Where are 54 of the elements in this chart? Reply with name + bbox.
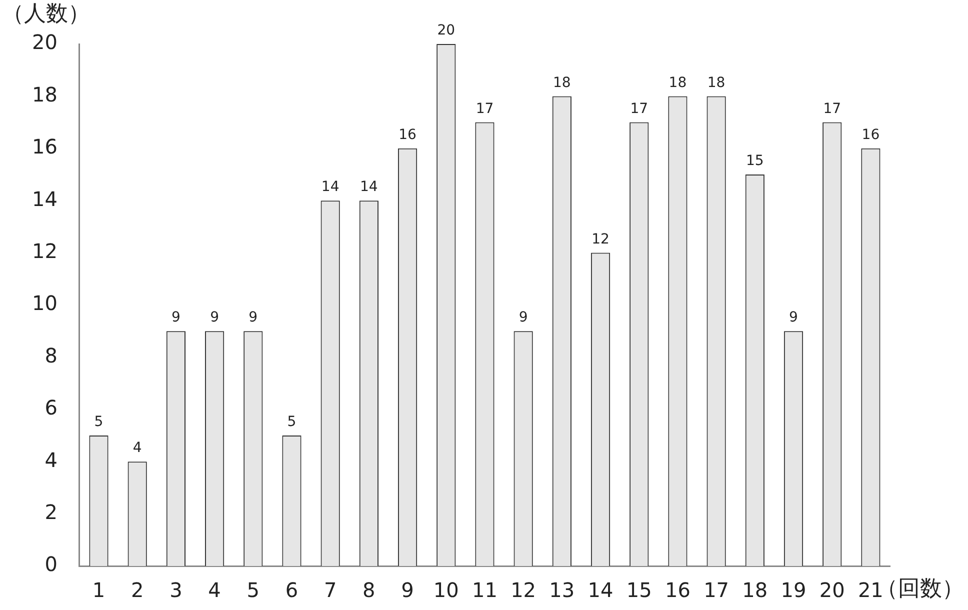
data-label: 17: [823, 100, 842, 117]
data-label: 9: [789, 310, 798, 326]
x-tick-label: 10: [433, 578, 459, 602]
data-label: 14: [360, 179, 378, 196]
data-label: 9: [518, 310, 528, 326]
y-tick-label: 2: [44, 500, 58, 524]
data-label: 17: [630, 100, 648, 117]
x-tick-label: 13: [549, 578, 575, 602]
data-label: 9: [248, 310, 258, 326]
x-tick-label: 2: [130, 578, 144, 602]
data-label: 20: [437, 22, 456, 39]
y-tick-label: 12: [32, 239, 58, 264]
x-tick-label: 4: [208, 578, 221, 602]
x-tick-label: 16: [664, 578, 690, 602]
x-tick-label: 12: [510, 578, 536, 602]
y-tick-label: 8: [44, 343, 58, 368]
y-tick-label: 0: [44, 552, 58, 576]
y-tick-label: 10: [32, 291, 58, 316]
x-tick-label: 9: [401, 578, 414, 602]
x-tick-label: 14: [588, 578, 614, 602]
x-tick-label: 5: [246, 578, 260, 602]
x-tick-label: 19: [780, 578, 806, 602]
x-tick-label: 11: [472, 578, 498, 602]
data-label: 15: [746, 153, 764, 170]
x-tick-label: 15: [626, 578, 652, 602]
y-tick-label: 18: [32, 82, 58, 106]
data-label: 9: [171, 310, 180, 326]
data-label: 18: [553, 74, 571, 91]
data-label: 16: [398, 127, 417, 144]
x-tick-label: 17: [704, 578, 730, 602]
data-label: 16: [862, 127, 880, 144]
data-label: 9: [210, 310, 219, 326]
y-tick-label: 6: [44, 396, 58, 420]
x-tick-label: 3: [170, 578, 182, 602]
x-tick-label: 6: [285, 578, 298, 602]
data-label: 18: [707, 74, 726, 91]
y-axis-title: （人数）: [2, 2, 90, 27]
data-label: 12: [592, 231, 610, 248]
y-tick-label: 4: [44, 448, 58, 472]
x-tick-label: 7: [324, 578, 337, 602]
y-tick-label: 20: [32, 30, 58, 54]
data-label: 14: [321, 179, 340, 196]
data-label: 5: [287, 414, 296, 430]
y-tick-label: 16: [32, 134, 58, 159]
data-label: 17: [476, 100, 494, 117]
x-tick-label: 18: [742, 578, 768, 602]
x-tick-label: 20: [819, 578, 845, 602]
data-label: 4: [132, 440, 142, 456]
data-label: 5: [94, 414, 104, 430]
x-tick-label: 1: [92, 578, 106, 602]
y-tick-label: 14: [32, 186, 58, 211]
data-label: 18: [668, 74, 687, 91]
x-tick-label: 8: [362, 578, 376, 602]
x-tick-label: 21: [858, 578, 884, 602]
